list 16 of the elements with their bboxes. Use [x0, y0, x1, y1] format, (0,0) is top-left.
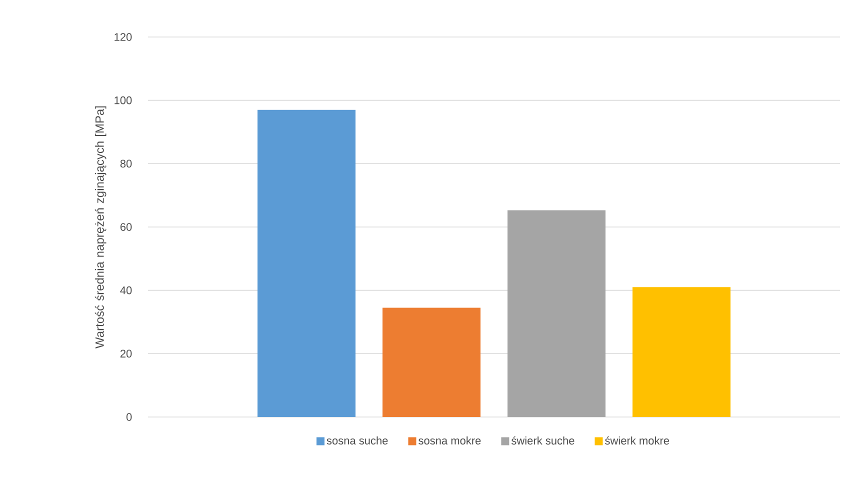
- legend-label: sosna mokre: [418, 436, 481, 445]
- legend-label: sosna suche: [326, 436, 388, 445]
- y-tick-label: 120: [114, 33, 132, 41]
- legend-label: świerk suche: [511, 436, 574, 445]
- bar: [632, 287, 731, 417]
- bar: [508, 210, 606, 417]
- y-tick-label: 100: [114, 96, 132, 104]
- y-tick-label: 40: [120, 286, 132, 294]
- y-axis-title: Wartość średnia naprężeń zginających [MPa]: [94, 106, 106, 348]
- y-tick-label: 0: [126, 413, 132, 421]
- y-tick-label: 60: [120, 223, 132, 231]
- y-tick-label: 80: [120, 160, 132, 168]
- bar: [382, 308, 481, 417]
- legend-label: świerk mokre: [605, 436, 670, 445]
- bar: [258, 110, 356, 417]
- y-tick-label: 20: [120, 350, 132, 358]
